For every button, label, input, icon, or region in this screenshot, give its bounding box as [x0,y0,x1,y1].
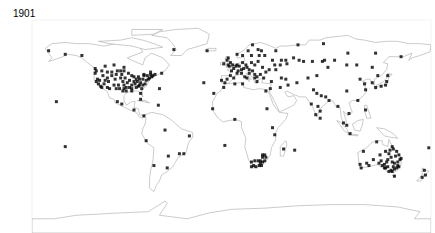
svg-text:1901: 1901 [13,8,36,19]
